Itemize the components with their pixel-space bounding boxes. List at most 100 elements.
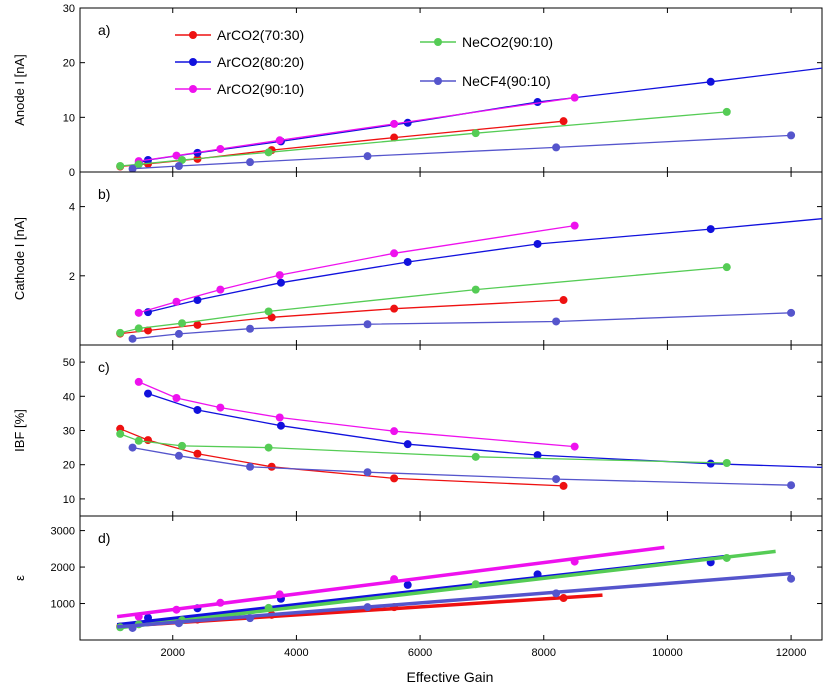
x-tick-label: 10000 (652, 647, 683, 659)
y-axis-label: IBF [%] (12, 409, 27, 452)
y-axis-label: Anode I [nA] (12, 54, 27, 126)
series-line (147, 218, 822, 313)
panel-label: d) (98, 530, 110, 546)
panel-3: 1000 2000 3000 2000 4000 6000 8000 10000 12000 d)… (12, 515, 823, 659)
data-point (559, 117, 568, 126)
panel-data (116, 67, 822, 172)
legend-marker (434, 38, 442, 46)
data-point (216, 145, 225, 154)
y-tick-label: 2 (69, 271, 75, 283)
data-point (403, 257, 412, 266)
series-NeCF4(90:10) (116, 571, 796, 632)
data-point (552, 589, 561, 598)
data-point (363, 152, 372, 161)
data-point (570, 221, 579, 230)
data-point (390, 249, 399, 258)
data-point (390, 119, 399, 128)
data-point (722, 107, 731, 116)
data-point (216, 403, 225, 412)
data-point (264, 603, 273, 612)
series-NeCF4(90:10) (128, 131, 796, 172)
legend-label: NeCO2(90:10) (462, 34, 553, 50)
data-point (134, 377, 143, 386)
y-tick-label: 1000 (51, 599, 75, 611)
legend-entry: NeCO2(90:10) (420, 34, 553, 50)
data-point (570, 557, 579, 566)
panel-2: 10 20 30 40 50 c) IBF [%] (12, 344, 823, 517)
data-point (172, 605, 181, 614)
data-point (144, 613, 153, 622)
legend-label: ArCO2(80:20) (217, 54, 304, 70)
data-point (174, 161, 183, 170)
data-point (178, 319, 187, 328)
series-ArCO2(70:30) (116, 296, 568, 338)
data-point (706, 459, 715, 468)
data-point (116, 328, 125, 337)
data-point (363, 603, 372, 612)
data-point (193, 405, 202, 414)
data-point (363, 468, 372, 477)
y-tick-label: 4 (69, 202, 75, 214)
series-line (120, 299, 564, 335)
series-ArCO2(90:10) (134, 377, 579, 451)
legend-marker (189, 85, 197, 93)
data-point (276, 421, 285, 430)
y-tick-label: 30 (63, 3, 75, 15)
series-ArCO2(80:20) (144, 389, 822, 469)
panel-data (116, 218, 822, 343)
panel-label: a) (98, 22, 110, 38)
data-point (216, 285, 225, 294)
panel-label: b) (98, 186, 110, 202)
data-point (552, 317, 561, 326)
data-point (246, 462, 255, 471)
series-line (132, 446, 792, 486)
data-point (363, 320, 372, 329)
data-point (193, 449, 202, 458)
y-axis-label: Cathode I [nA] (12, 217, 27, 300)
data-point (390, 133, 399, 142)
legend-label: ArCO2(70:30) (217, 27, 304, 43)
legend-marker (189, 58, 197, 66)
data-point (275, 271, 284, 280)
data-point (128, 623, 137, 632)
legend-marker (189, 31, 197, 39)
series-NeCF4(90:10) (128, 443, 796, 490)
data-point (471, 452, 480, 461)
y-tick-label: 20 (63, 58, 75, 70)
data-point (471, 129, 480, 138)
data-point (128, 443, 137, 452)
data-point (390, 304, 399, 313)
data-point (570, 442, 579, 451)
data-point (264, 443, 273, 452)
panel-1: 2 4 b) Cathode I [nA] (12, 171, 823, 346)
legend-marker (434, 77, 442, 85)
data-point (267, 462, 276, 471)
data-point (178, 441, 187, 450)
data-point (275, 136, 284, 145)
data-point (172, 297, 181, 306)
legend-label: NeCF4(90:10) (462, 73, 551, 89)
series-line (132, 134, 792, 170)
fit-line (116, 571, 792, 629)
data-point (706, 77, 715, 86)
x-tick-label: 12000 (776, 647, 807, 659)
data-point (722, 263, 731, 272)
data-point (193, 320, 202, 329)
data-point (174, 329, 183, 338)
x-tick-label: 4000 (284, 647, 308, 659)
legend: ArCO2(70:30) ArCO2(80:20) ArCO2(90:10) NeCO… (175, 27, 553, 97)
data-point (246, 158, 255, 167)
data-point (193, 296, 202, 305)
data-point (134, 160, 143, 169)
data-point (787, 481, 796, 490)
data-point (134, 436, 143, 445)
series-line (147, 392, 822, 469)
data-point (552, 143, 561, 152)
data-point (559, 296, 568, 305)
x-tick-label: 8000 (532, 647, 556, 659)
data-point (390, 575, 399, 584)
data-point (471, 580, 480, 589)
x-axis-label: Effective Gain (407, 669, 494, 685)
series-NeCO2(90:10) (116, 107, 731, 170)
panel-data (116, 545, 796, 632)
